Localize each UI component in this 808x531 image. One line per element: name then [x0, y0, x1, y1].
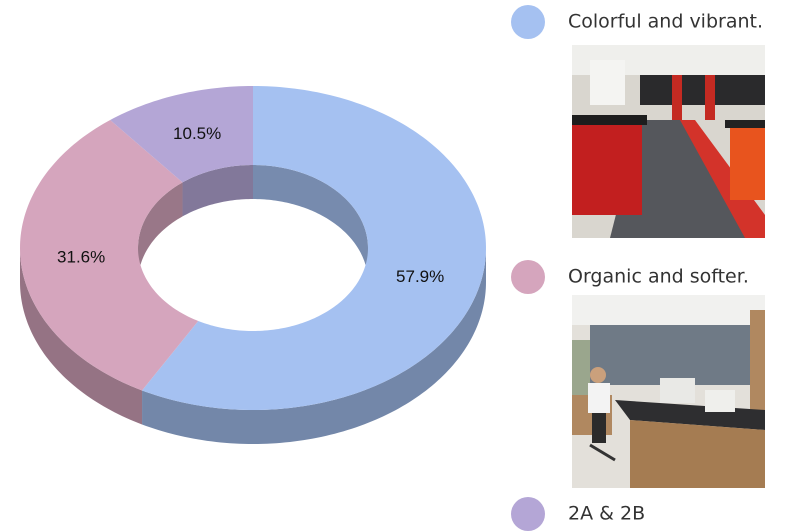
- chart: 57.9% 31.6% 10.5% Colorful and vibrant. Org…: [0, 0, 808, 531]
- legend-label: Colorful and vibrant.: [568, 11, 763, 33]
- donut: 57.9% 31.6% 10.5%: [20, 86, 486, 444]
- photo-colorful-lab: [572, 45, 765, 238]
- legend-marker: [511, 260, 545, 294]
- slice-label: 57.9%: [396, 267, 444, 286]
- page: {"chart_data": {"type": "donut", "catego…: [0, 0, 808, 531]
- legend-marker: [511, 5, 545, 39]
- legend-marker: [511, 497, 545, 531]
- slice-label: 10.5%: [173, 124, 221, 143]
- legend-label: 2A & 2B: [568, 503, 645, 525]
- legend-label: Organic and softer.: [568, 266, 749, 288]
- photo-organic-lab: [572, 295, 765, 488]
- slice-label: 31.6%: [57, 247, 105, 266]
